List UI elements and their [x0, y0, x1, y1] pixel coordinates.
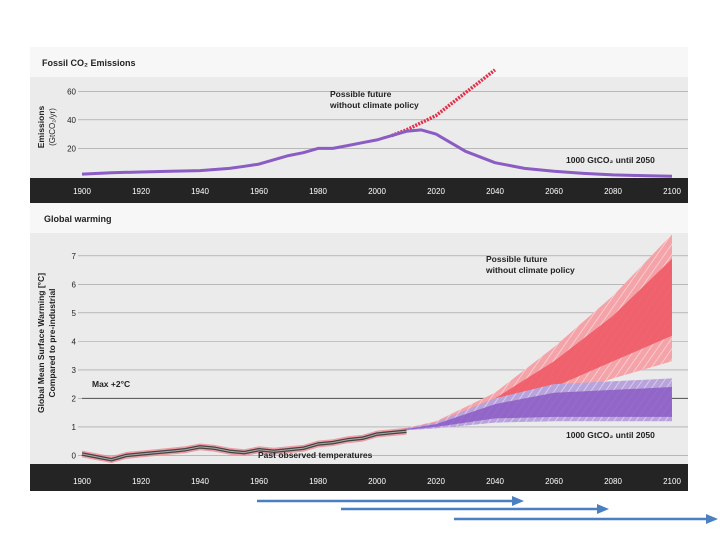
warming-x-tick-label: 2000: [368, 477, 386, 486]
blue-arrows: [257, 496, 718, 524]
emissions-x-tick-label: 1940: [191, 187, 209, 196]
arrow-1-head: [512, 496, 524, 506]
warming-y-tick-label: 6: [72, 280, 77, 289]
warming-y-tick-label: 3: [72, 366, 77, 375]
warming-ylabel-2: Compared to pre-industrial: [47, 288, 57, 397]
warming-x-tick-label: 2080: [604, 477, 622, 486]
emissions-gridlines: [78, 90, 688, 149]
emissions-ylabel-1: Emissions: [36, 105, 46, 148]
warming-x-tick-label: 1900: [73, 477, 91, 486]
emissions-x-tick-label: 2000: [368, 187, 386, 196]
warming-y-tick-label: 7: [72, 252, 77, 261]
arrow-2-head: [597, 504, 609, 514]
arrow-3-head: [706, 514, 718, 524]
warming-x-axis-bar: [30, 464, 688, 491]
observed-temperature-line-light: [81, 430, 407, 461]
no-policy-warming-band-core: [391, 258, 672, 432]
warming-x-tick-label: 2020: [427, 477, 445, 486]
warming-x-tick-label: 2040: [486, 477, 504, 486]
warming-y-tick-label: 1: [72, 423, 77, 432]
emissions-ylabel-2: (GtCO₂/yr): [48, 108, 57, 146]
emissions-x-tick-label: 1960: [250, 187, 268, 196]
emissions-x-tick-label: 1980: [309, 187, 327, 196]
observed-red-band: [82, 427, 407, 464]
policy-warming-band-core: [391, 387, 672, 432]
warming-no-policy-label-1: Possible future: [486, 254, 548, 264]
warming-y-tick-label: 4: [72, 337, 77, 346]
warming-budget-label: 1000 GtCO₂ until 2050: [566, 430, 655, 440]
emissions-x-tick-label: 2060: [545, 187, 563, 196]
emissions-y-tick-label: 20: [67, 144, 76, 153]
emissions-line: [81, 128, 673, 178]
no-policy-emissions-line: [391, 68, 497, 138]
observed-label: Past observed temperatures: [258, 450, 373, 460]
warming-no-policy-label-2: without climate policy: [485, 265, 575, 275]
warming-ylabel-1: Global Mean Surface Warming [°C]: [36, 273, 46, 413]
emissions-x-tick-label: 1920: [132, 187, 150, 196]
warming-title: Global warming: [44, 214, 112, 224]
warming-x-tick-label: 1920: [132, 477, 150, 486]
emissions-y-tick-label: 40: [67, 116, 76, 125]
emissions-x-ticks: 1900 1920 1940 1960 1980 2000 2020 2040 2060 2080…: [73, 187, 681, 196]
reference-label: Max +2°C: [92, 379, 130, 389]
emissions-no-policy-label-1: Possible future: [330, 89, 392, 99]
emissions-y-ticks: 20 40 60: [67, 87, 76, 153]
emissions-x-tick-label: 1900: [73, 187, 91, 196]
emissions-x-tick-label: 2080: [604, 187, 622, 196]
emissions-x-tick-label: 2100: [663, 187, 681, 196]
emissions-x-axis-bar: [30, 178, 688, 204]
emissions-x-tick-label: 2040: [486, 187, 504, 196]
emissions-budget-label: 1000 GtCO₂ until 2050: [566, 155, 655, 165]
warming-x-ticks: 1900 1920 1940 1960 1980 2000 2020 2040 2060 2080…: [73, 477, 681, 486]
warming-x-tick-label: 2100: [663, 477, 681, 486]
warming-y-tick-label: 2: [72, 394, 77, 403]
warming-x-tick-label: 1960: [250, 477, 268, 486]
warming-x-tick-label: 1940: [191, 477, 209, 486]
warming-x-tick-label: 2060: [545, 477, 563, 486]
warming-title-bar: [30, 203, 688, 233]
warming-y-tick-label: 5: [72, 309, 77, 318]
emissions-title: Fossil CO₂ Emissions: [42, 58, 136, 68]
warming-x-tick-label: 1980: [309, 477, 327, 486]
emissions-no-policy-label-2: without climate policy: [329, 100, 419, 110]
warming-y-tick-label: 0: [72, 451, 77, 460]
emissions-x-tick-label: 2020: [427, 187, 445, 196]
emissions-title-bar: [30, 47, 688, 77]
warming-y-ticks: 0 1 2 3 4 5 6 7: [72, 252, 77, 461]
emissions-y-tick-label: 60: [67, 87, 76, 96]
